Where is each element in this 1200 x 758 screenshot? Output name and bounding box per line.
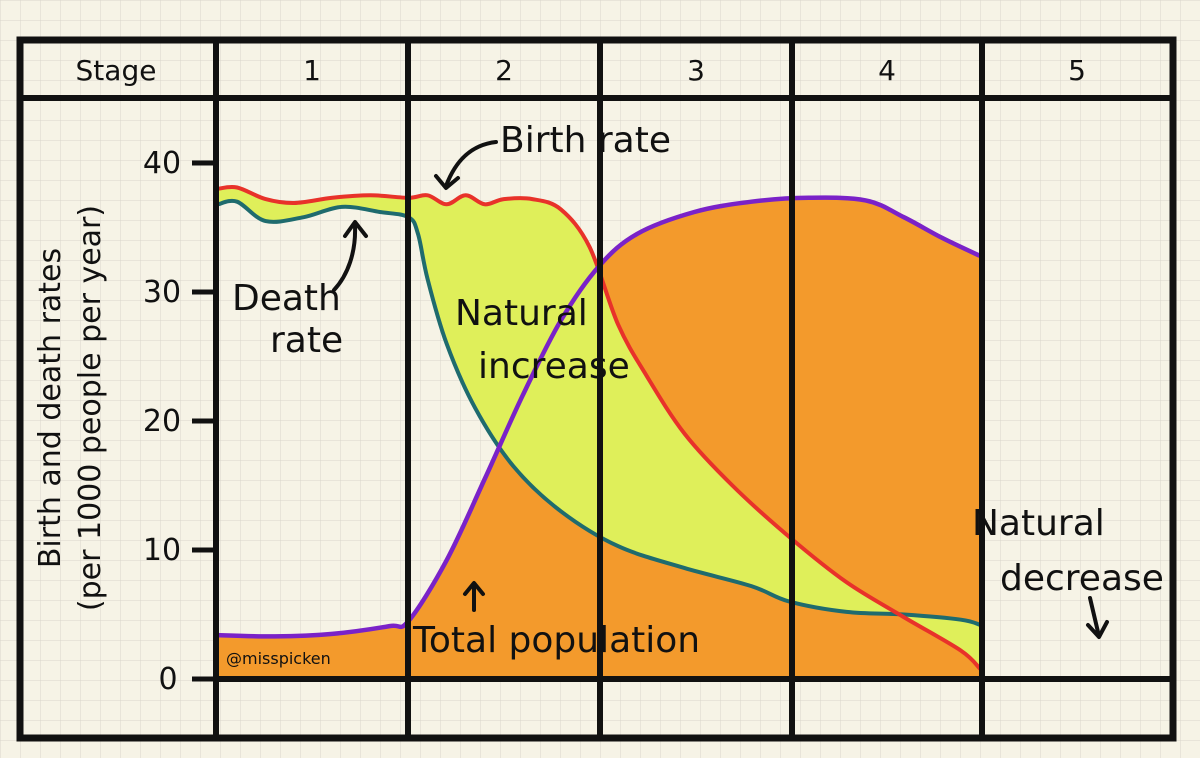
y-axis-title-line1: Birth and death rates — [33, 248, 68, 568]
credit-watermark: @misspicken — [226, 649, 331, 668]
stage-label-2: 2 — [495, 54, 513, 87]
y-tick-label-0: 0 — [158, 662, 177, 697]
death-rate-line-solid — [216, 198, 982, 627]
birth-rate-line-solid — [216, 184, 982, 671]
stage-label-1: 1 — [303, 54, 321, 87]
y-tick-label-40: 40 — [143, 146, 181, 181]
birth-rate-arrow — [444, 140, 498, 188]
total-population-arrowhead — [463, 581, 485, 596]
stage-header-row: Stage 1 2 3 4 5 — [76, 54, 1086, 87]
death-rate-arrow — [332, 224, 358, 292]
natural-decrease-label-line1: Natural — [972, 503, 1105, 544]
natural-increase-label-line1: Natural — [455, 293, 588, 334]
y-axis-title: Birth and death rates (per 1000 people p… — [33, 205, 108, 611]
stage-label-4: 4 — [878, 54, 896, 87]
table-frame — [16, 36, 1177, 742]
y-tick-label-20: 20 — [143, 404, 181, 439]
annotations: Birth rate Death rate Natural increase N… — [226, 120, 1164, 668]
death-rate-label-line1: Death — [232, 278, 341, 319]
stage-header-label: Stage — [76, 54, 157, 87]
outer-border — [16, 36, 1177, 742]
stage-label-5: 5 — [1068, 54, 1086, 87]
natural-decrease-label-line2: decrease — [1000, 558, 1164, 599]
y-tick-label-10: 10 — [143, 533, 181, 568]
death-rate-label-line2: rate — [270, 320, 343, 361]
series-lines — [215, 184, 983, 671]
birth-rate-arrowhead — [434, 174, 460, 190]
natural-decrease-arrow — [1088, 596, 1100, 634]
y-axis: 0 10 20 30 40 — [143, 146, 217, 697]
birth-rate-label: Birth rate — [500, 120, 671, 161]
y-tick-label-30: 30 — [143, 275, 181, 310]
total-population-line-solid — [215, 195, 983, 639]
natural-increase-label-line2: increase — [478, 346, 630, 387]
stage-label-3: 3 — [687, 54, 705, 87]
natural-decrease-arrowhead — [1086, 620, 1109, 639]
death-rate-arrowhead — [343, 220, 368, 238]
y-axis-title-line2: (per 1000 people per year) — [73, 205, 108, 611]
total-population-label: Total population — [412, 620, 700, 661]
